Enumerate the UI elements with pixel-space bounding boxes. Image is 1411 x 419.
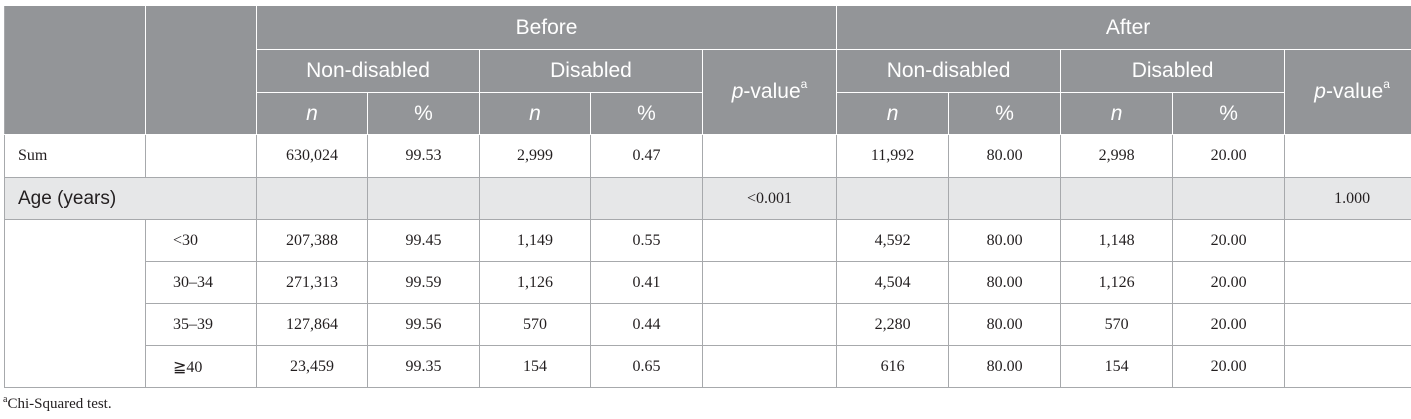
table-row: 30–34 271,313 99.59 1,126 0.41 4,504 80.…	[5, 261, 1411, 304]
cell-before-nd-pct: 99.56	[367, 303, 480, 346]
cell-before-d-n: 1,149	[479, 219, 591, 262]
cell-after-nd-pct: 80.00	[948, 261, 1062, 304]
cell-before-d-n: 2,999	[479, 134, 591, 178]
header-before: Before	[255, 5, 838, 50]
cell-before-p: <0.001	[701, 177, 838, 220]
header-before-d-n: n	[479, 92, 591, 135]
table-row-sum: Sum 630,024 99.53 2,999 0.47 11,992 80.0…	[4, 134, 1411, 178]
cell-after-p: 1.000	[1284, 177, 1411, 220]
cell-after-d-pct: 20.00	[1172, 134, 1286, 178]
header-before-disabled: Disabled	[479, 49, 703, 93]
row-label: <30	[145, 219, 257, 262]
cell-before-d-pct: 0.44	[590, 303, 703, 346]
table-row: ≧40 23,459 99.35 154 0.65 616 80.00 154 …	[5, 345, 1411, 388]
cell-after-d-n: 154	[1060, 345, 1174, 388]
header-after-non-disabled: Non-disabled	[836, 49, 1062, 93]
empty-cell	[367, 177, 480, 220]
cell-before-d-pct: 0.41	[590, 261, 703, 304]
empty-cell	[145, 134, 257, 178]
empty-cell	[1060, 177, 1174, 220]
cell-after-nd-pct: 80.00	[948, 303, 1062, 346]
table-header: Before After Non-disabled Disabled p-val…	[4, 5, 1411, 135]
table-row-section-age: Age (years) <0.001 1.000	[4, 177, 1411, 220]
cell-before-d-n: 570	[479, 303, 591, 346]
cell-before-nd-pct: 99.45	[367, 219, 480, 262]
cell-after-d-pct: 20.00	[1172, 303, 1286, 346]
header-after-d-pct: %	[1172, 92, 1286, 135]
empty-cell	[1284, 303, 1411, 346]
header-after-disabled: Disabled	[1060, 49, 1286, 93]
empty-cell	[701, 345, 838, 388]
cell-after-nd-n: 616	[836, 345, 950, 388]
empty-cell	[479, 177, 591, 220]
cell-after-d-n: 1,126	[1060, 261, 1174, 304]
table-body: Sum 630,024 99.53 2,999 0.47 11,992 80.0…	[4, 134, 1411, 388]
empty-cell	[701, 219, 838, 262]
section-label: Age (years)	[4, 177, 257, 220]
cell-after-p	[1284, 134, 1411, 178]
cell-before-nd-n: 271,313	[256, 261, 368, 304]
cell-before-d-pct: 0.47	[590, 134, 703, 178]
header-after-nd-n: n	[836, 92, 950, 135]
cell-after-nd-n: 2,280	[836, 303, 950, 346]
empty-cell	[1284, 345, 1411, 388]
header-before-d-pct: %	[590, 92, 703, 135]
row-label: 30–34	[145, 261, 257, 304]
cell-after-nd-n: 11,992	[836, 134, 950, 178]
row-label: 35–39	[145, 303, 257, 346]
cell-before-nd-n: 127,864	[256, 303, 368, 346]
empty-cell	[1172, 177, 1286, 220]
cell-after-d-pct: 20.00	[1172, 345, 1286, 388]
header-before-p-value: p-valuea	[701, 49, 838, 135]
cell-after-nd-pct: 80.00	[948, 345, 1062, 388]
header-before-non-disabled: Non-disabled	[256, 49, 480, 93]
empty-cell	[701, 261, 838, 304]
header-after: After	[836, 5, 1411, 50]
header-after-nd-pct: %	[948, 92, 1062, 135]
cell-after-nd-n: 4,592	[836, 219, 950, 262]
empty-cell	[836, 177, 950, 220]
cell-before-d-pct: 0.65	[590, 345, 703, 388]
row-label: Sum	[4, 134, 146, 178]
cell-before-nd-pct: 99.53	[367, 134, 480, 178]
cell-after-d-n: 570	[1060, 303, 1174, 346]
cell-before-nd-n: 207,388	[256, 219, 368, 262]
empty-cell	[948, 177, 1062, 220]
footnote-text: Chi-Squared test.	[7, 396, 112, 412]
empty-cell	[256, 177, 368, 220]
header-before-nd-n: n	[256, 92, 368, 135]
cell-before-nd-n: 23,459	[256, 345, 368, 388]
cell-before-d-n: 1,126	[479, 261, 591, 304]
empty-cell	[590, 177, 703, 220]
results-table: Before After Non-disabled Disabled p-val…	[4, 5, 1411, 388]
header-blank-2	[145, 5, 257, 135]
footnote-marker: a	[3, 394, 8, 405]
empty-cell	[4, 219, 146, 388]
header-before-nd-pct: %	[367, 92, 480, 135]
cell-before-nd-pct: 99.59	[367, 261, 480, 304]
table-row: 35–39 127,864 99.56 570 0.44 2,280 80.00…	[5, 303, 1411, 346]
table-row: <30 207,388 99.45 1,149 0.55 4,592 80.00…	[4, 219, 1411, 388]
header-after-d-n: n	[1060, 92, 1174, 135]
cell-after-d-pct: 20.00	[1172, 219, 1286, 262]
cell-after-nd-pct: 80.00	[948, 219, 1062, 262]
empty-cell	[1284, 219, 1411, 262]
cell-before-nd-n: 630,024	[256, 134, 368, 178]
cell-after-d-pct: 20.00	[1172, 261, 1286, 304]
empty-cell	[701, 303, 838, 346]
row-label: ≧40	[145, 345, 257, 388]
cell-before-d-pct: 0.55	[590, 219, 703, 262]
header-blank-1	[4, 5, 146, 135]
cell-before-d-n: 154	[479, 345, 591, 388]
cell-before-nd-pct: 99.35	[367, 345, 480, 388]
table-footnote: aChi-Squared test.	[3, 394, 112, 413]
cell-after-nd-n: 4,504	[836, 261, 950, 304]
empty-cell	[1284, 261, 1411, 304]
header-after-p-value: p-valuea	[1284, 49, 1411, 135]
cell-after-nd-pct: 80.00	[948, 134, 1062, 178]
cell-after-d-n: 1,148	[1060, 219, 1174, 262]
cell-before-p	[701, 134, 838, 178]
cell-after-d-n: 2,998	[1060, 134, 1174, 178]
